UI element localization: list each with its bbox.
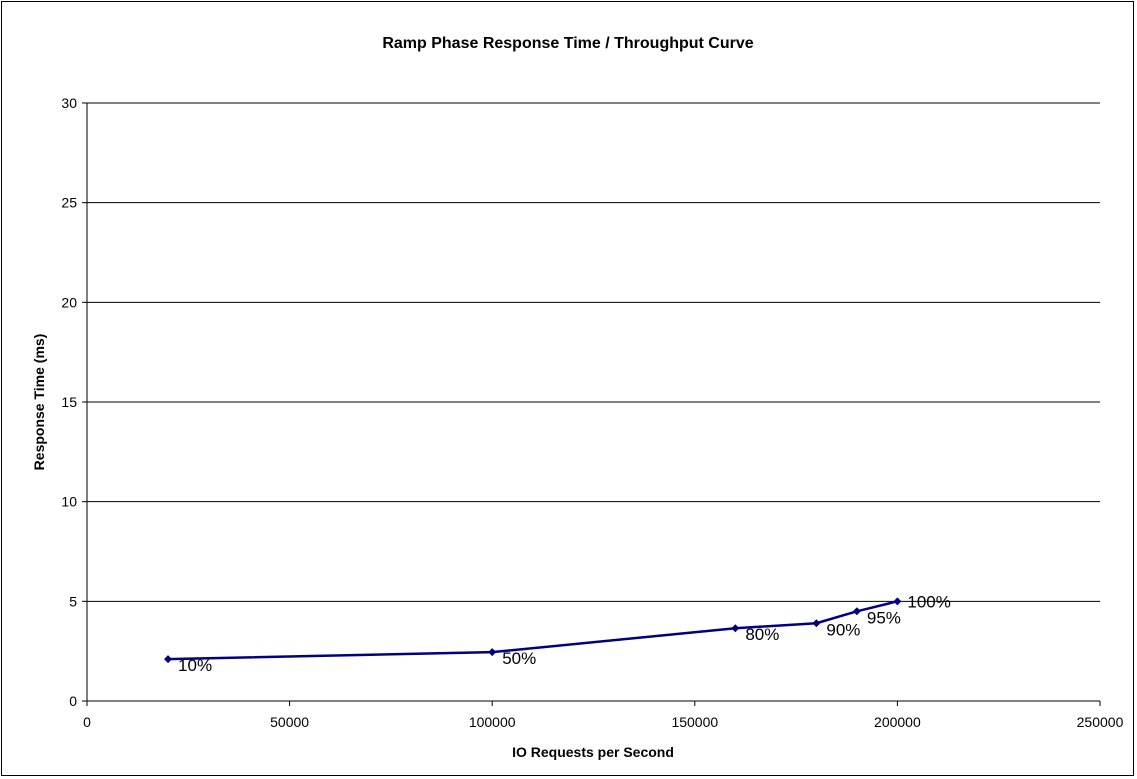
x-tick-label-0: 0 [83,714,91,730]
data-label-2: 80% [745,625,779,644]
data-label-3: 90% [826,620,860,639]
data-point-0 [164,655,173,664]
series-line-0 [168,600,898,661]
data-point-5 [893,597,902,606]
x-tick-label-2: 100000 [469,714,516,730]
data-point-4 [852,607,861,616]
y-tick-label-6: 30 [61,95,77,111]
data-point-3 [812,619,821,628]
data-label-4: 95% [867,608,901,627]
y-tick-label-5: 25 [61,195,77,211]
data-label-5: 100% [907,592,950,611]
x-tick-label-1: 50000 [270,714,309,730]
x-axis-title: IO Requests per Second [512,744,674,760]
x-tick-label-5: 250000 [1077,714,1124,730]
axis-ticks: 0 5 10 15 20 25 30 0 50000 100000 150000 200000 2500… [61,95,1123,730]
data-label-0: 10% [178,656,212,675]
x-tick-label-4: 200000 [874,714,921,730]
gridlines [87,102,1100,602]
data-point-2 [731,624,740,633]
y-axis-title: Response Time (ms) [31,334,47,471]
data-point-1 [488,648,497,657]
y-tick-label-2: 10 [61,494,77,510]
data-label-1: 50% [502,649,536,668]
y-tick-label-1: 5 [69,593,77,609]
chart-title: Ramp Phase Response Time / Throughput Cu… [382,35,753,52]
x-tick-label-3: 150000 [671,714,718,730]
y-tick-label-4: 20 [61,294,77,310]
y-tick-label-0: 0 [69,693,77,709]
y-tick-label-3: 15 [61,394,77,410]
data-series: 10% 50% 80% 90% 95% 100% [164,592,951,675]
